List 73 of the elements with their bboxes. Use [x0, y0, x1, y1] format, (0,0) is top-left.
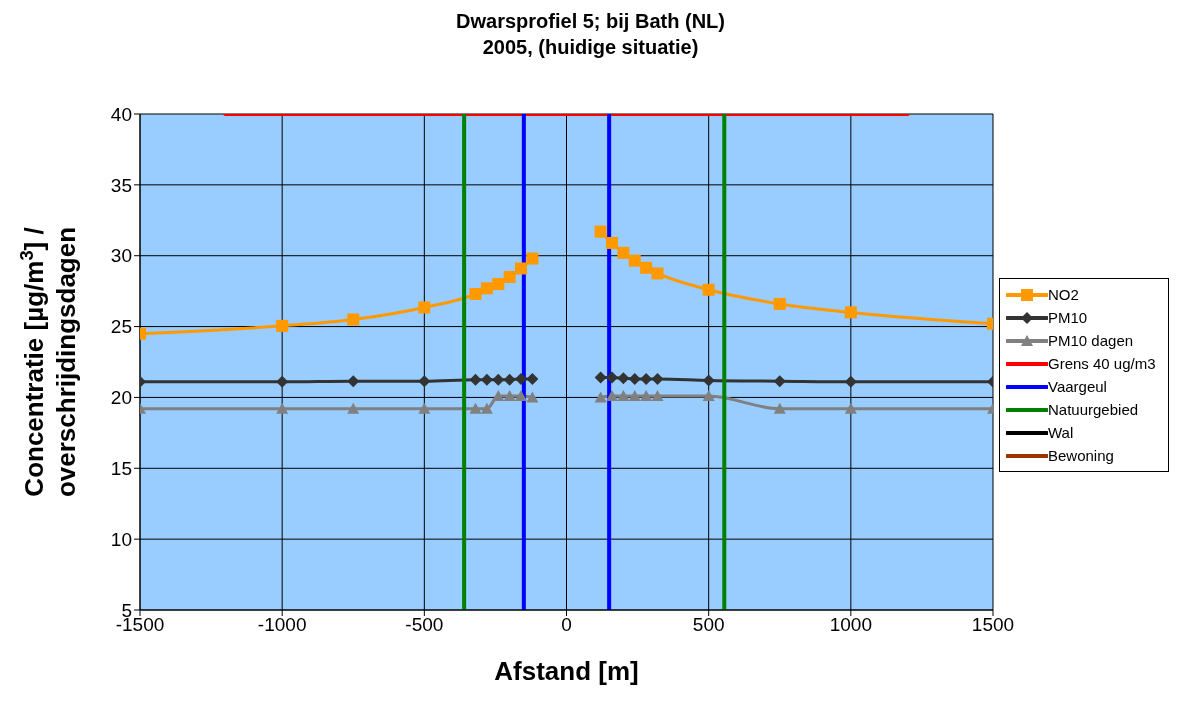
point	[617, 372, 630, 385]
x-tick-label: 0	[561, 614, 572, 636]
point	[702, 390, 715, 402]
chart-title: Dwarsprofiel 5; bij Bath (NL)	[455, 9, 726, 34]
point	[503, 270, 516, 283]
chart-subtitle: 2005, (huidige situatie)	[481, 35, 700, 60]
point	[276, 402, 289, 414]
point	[492, 278, 505, 291]
x-tick-label: 1500	[971, 614, 1015, 636]
legend-label: NO2	[1048, 286, 1079, 303]
y-tick-label: 35	[110, 174, 132, 196]
y-tick-label: 10	[110, 528, 132, 550]
x-axis-title: Afstand [m]	[494, 656, 639, 686]
point	[526, 252, 539, 265]
y-tick-label: 25	[110, 316, 132, 338]
point	[492, 390, 505, 402]
point	[628, 254, 641, 267]
y-tick-label: 40	[110, 103, 132, 125]
point	[773, 297, 786, 310]
point	[347, 402, 360, 414]
legend-label: Bewoning	[1048, 447, 1114, 464]
point	[651, 390, 664, 402]
legend-label: Vaargeul	[1048, 378, 1107, 395]
point	[418, 301, 431, 314]
point	[844, 306, 857, 319]
point	[526, 373, 539, 386]
point	[480, 282, 493, 295]
point	[640, 261, 653, 274]
point	[594, 391, 607, 403]
legend-label: Grens 40 ug/m3	[1048, 355, 1156, 372]
point	[347, 313, 360, 326]
point	[844, 375, 857, 388]
point	[503, 390, 516, 402]
point	[347, 375, 360, 388]
point	[503, 373, 516, 386]
point	[702, 374, 715, 387]
point	[628, 390, 641, 402]
point	[418, 375, 431, 388]
point	[651, 373, 664, 386]
point	[594, 225, 607, 238]
point	[469, 402, 482, 414]
point	[526, 391, 539, 403]
legend-label: Natuurgebied	[1048, 401, 1139, 418]
point	[628, 373, 641, 386]
point	[480, 402, 493, 414]
point	[469, 373, 482, 386]
point	[515, 390, 528, 402]
point	[617, 246, 630, 259]
legend-label: PM10 dagen	[1048, 332, 1134, 349]
point	[276, 375, 289, 388]
point	[605, 390, 618, 402]
y-tick-label: 20	[110, 387, 132, 409]
point	[418, 402, 431, 414]
point	[773, 375, 786, 388]
point	[605, 236, 618, 249]
point	[844, 402, 857, 414]
point	[515, 262, 528, 275]
point	[276, 319, 289, 332]
x-tick-label: 500	[692, 614, 725, 636]
point	[617, 390, 630, 402]
point	[651, 267, 664, 280]
point	[702, 283, 715, 296]
y-tick-label: 15	[110, 458, 132, 480]
legend-label: PM10	[1048, 309, 1088, 326]
y-tick-label: 30	[110, 245, 132, 267]
point	[640, 390, 653, 402]
x-tick-label: -500	[405, 614, 444, 636]
x-tick-label: 1000	[829, 614, 872, 636]
point	[492, 373, 505, 386]
x-tick-label: -1000	[257, 614, 307, 636]
legend-label: Wal	[1048, 424, 1074, 441]
point	[469, 287, 482, 300]
point	[773, 402, 786, 414]
